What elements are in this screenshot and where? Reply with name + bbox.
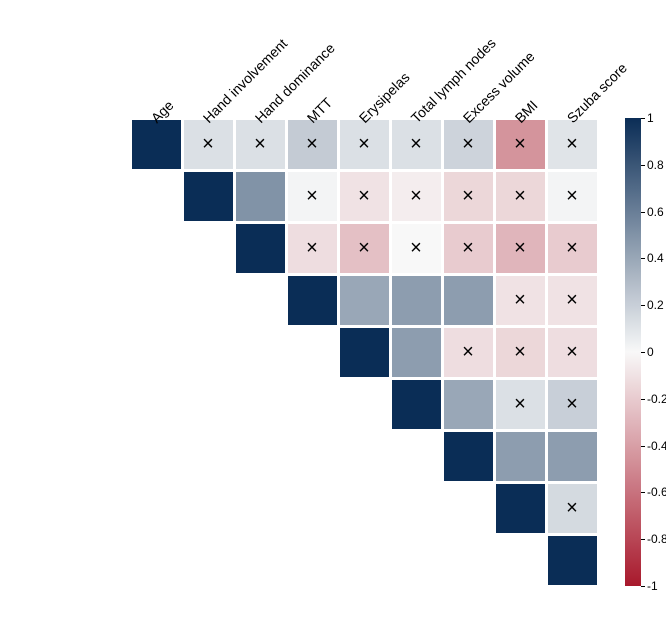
heatmap-cell — [288, 276, 337, 325]
heatmap-cell — [548, 380, 597, 429]
heatmap-cell — [288, 224, 337, 273]
colorbar-tick-label: 0.6 — [647, 205, 664, 219]
heatmap-cell — [288, 172, 337, 221]
heatmap-cell — [496, 432, 545, 481]
colorbar-tick-line — [641, 399, 645, 400]
colorbar-tick-line — [641, 446, 645, 447]
heatmap-cell — [132, 120, 181, 169]
heatmap-cell — [496, 224, 545, 273]
heatmap-cell — [444, 120, 493, 169]
heatmap-cell — [444, 276, 493, 325]
heatmap-cell — [392, 120, 441, 169]
heatmap-cell — [392, 328, 441, 377]
heatmap-cell — [496, 172, 545, 221]
heatmap-cell — [392, 276, 441, 325]
heatmap-cell — [496, 484, 545, 533]
colorbar-tick-label: 0.2 — [647, 298, 664, 312]
colorbar-tick-label: -0.8 — [647, 532, 666, 546]
heatmap-cell — [184, 120, 233, 169]
heatmap-cell — [548, 328, 597, 377]
colorbar-tick-label: 0 — [647, 345, 654, 359]
heatmap-cell — [444, 172, 493, 221]
heatmap-cell — [340, 224, 389, 273]
heatmap-cell — [184, 172, 233, 221]
correlation-heatmap: ×××××××××××××××××××××××××××× AgeHand inv… — [0, 0, 666, 631]
heatmap-cell — [548, 224, 597, 273]
heatmap-cell — [236, 224, 285, 273]
col-label: Erysipelas — [355, 69, 412, 126]
colorbar-tick-line — [641, 212, 645, 213]
heatmap-cell — [548, 172, 597, 221]
heatmap-cell — [496, 380, 545, 429]
heatmap-cell — [496, 120, 545, 169]
heatmap-cell — [548, 276, 597, 325]
heatmap-cell — [340, 172, 389, 221]
colorbar-tick-line — [641, 539, 645, 540]
colorbar-tick-label: -0.6 — [647, 485, 666, 499]
heatmap-cell — [496, 328, 545, 377]
colorbar-tick-line — [641, 352, 645, 353]
colorbar-tick-label: 0.4 — [647, 251, 664, 265]
heatmap-cell — [548, 432, 597, 481]
heatmap-cell — [236, 172, 285, 221]
colorbar-tick-line — [641, 258, 645, 259]
col-label: Szuba score — [563, 60, 629, 126]
heatmap-cell — [288, 120, 337, 169]
colorbar-tick-line — [641, 492, 645, 493]
heatmap-cell — [392, 224, 441, 273]
heatmap-cell — [340, 276, 389, 325]
colorbar-tick-line — [641, 165, 645, 166]
heatmap-cell — [444, 380, 493, 429]
colorbar-tick-line — [641, 586, 645, 587]
heatmap-cell — [392, 172, 441, 221]
colorbar-tick-label: 1 — [647, 111, 654, 125]
heatmap-cell — [236, 120, 285, 169]
heatmap-cell — [496, 276, 545, 325]
colorbar — [625, 118, 641, 586]
heatmap-cell — [548, 484, 597, 533]
heatmap-cell — [444, 432, 493, 481]
heatmap-cell — [548, 536, 597, 585]
heatmap-cell — [340, 328, 389, 377]
colorbar-tick-line — [641, 305, 645, 306]
colorbar-tick-label: 0.8 — [647, 158, 664, 172]
heatmap-cell — [548, 120, 597, 169]
heatmap-cell — [444, 224, 493, 273]
heatmap-cell — [444, 328, 493, 377]
colorbar-tick-line — [641, 118, 645, 119]
heatmap-cell — [340, 120, 389, 169]
colorbar-tick-label: -0.2 — [647, 392, 666, 406]
col-label: Total lymph nodes — [407, 35, 498, 126]
heatmap-cell — [392, 380, 441, 429]
colorbar-tick-label: -1 — [647, 579, 658, 593]
colorbar-tick-label: -0.4 — [647, 439, 666, 453]
